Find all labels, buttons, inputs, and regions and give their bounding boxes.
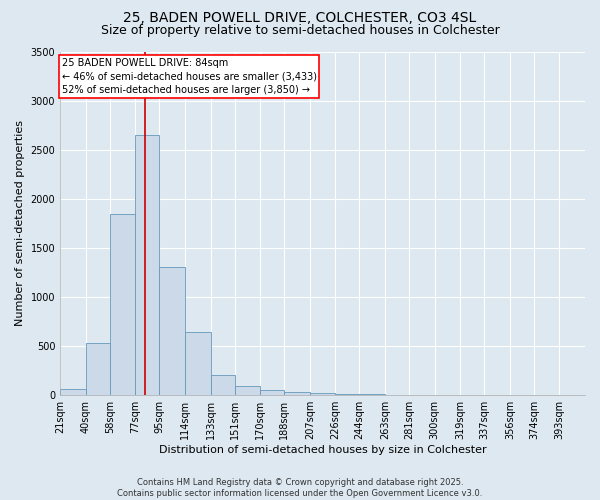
Bar <box>284 392 310 395</box>
Text: 25, BADEN POWELL DRIVE, COLCHESTER, CO3 4SL: 25, BADEN POWELL DRIVE, COLCHESTER, CO3 … <box>124 11 476 25</box>
Text: Size of property relative to semi-detached houses in Colchester: Size of property relative to semi-detach… <box>101 24 499 37</box>
X-axis label: Distribution of semi-detached houses by size in Colchester: Distribution of semi-detached houses by … <box>159 445 487 455</box>
Bar <box>185 332 211 395</box>
Text: Contains HM Land Registry data © Crown copyright and database right 2025.
Contai: Contains HM Land Registry data © Crown c… <box>118 478 482 498</box>
Bar <box>235 386 260 395</box>
Bar <box>310 393 335 395</box>
Bar <box>260 390 284 395</box>
Bar <box>211 375 235 395</box>
Bar <box>86 343 110 395</box>
Bar <box>160 266 185 395</box>
Text: 25 BADEN POWELL DRIVE: 84sqm
← 46% of semi-detached houses are smaller (3,433)
5: 25 BADEN POWELL DRIVE: 84sqm ← 46% of se… <box>62 58 317 95</box>
Bar <box>60 390 86 395</box>
Bar <box>136 135 160 395</box>
Bar <box>335 394 359 395</box>
Y-axis label: Number of semi-detached properties: Number of semi-detached properties <box>15 120 25 326</box>
Bar <box>359 394 385 395</box>
Bar <box>110 214 136 395</box>
